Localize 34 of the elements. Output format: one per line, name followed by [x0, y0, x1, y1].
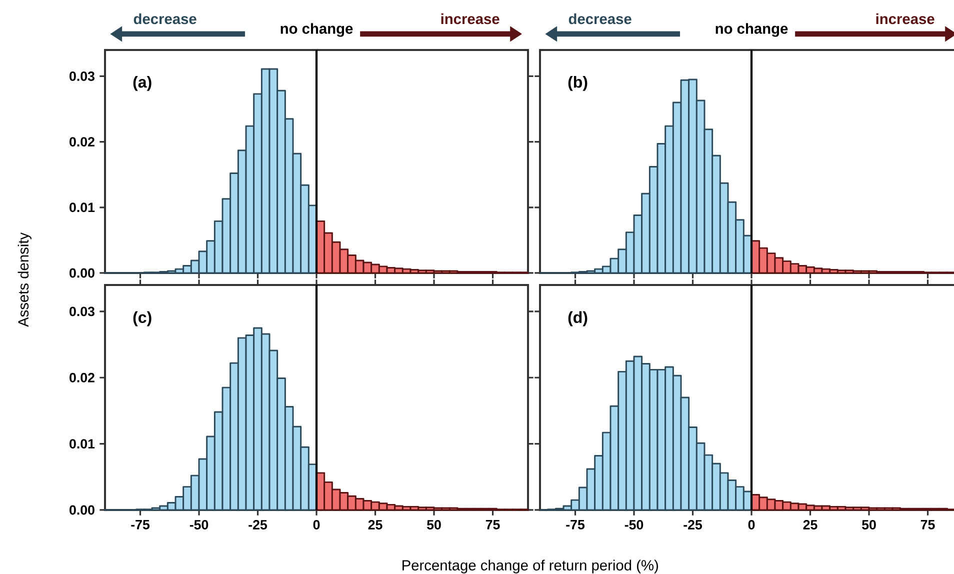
- x-tick-label: 25: [368, 520, 382, 530]
- y-axis-title: Assets density: [18, 232, 32, 327]
- x-tick-label: -25: [684, 520, 702, 530]
- x-tick-label: -50: [624, 520, 644, 530]
- x-tick-label: 75: [920, 520, 935, 530]
- y-tick-label: 0.01: [70, 202, 95, 212]
- text: (b): [568, 76, 588, 91]
- x-tick-label: -25: [248, 520, 268, 530]
- x-tick-label: -75: [566, 520, 585, 530]
- y-tick-label: 0.03: [70, 72, 94, 81]
- y-tick-label: 0.00: [70, 505, 94, 515]
- x-tick-label: 25: [803, 520, 818, 530]
- x-tick-label: 0: [313, 520, 320, 530]
- text: no change: [716, 23, 788, 37]
- y-tick-label: 0.03: [70, 306, 94, 316]
- text: increase: [441, 13, 500, 24]
- x-tick-label: 50: [427, 520, 441, 530]
- text: decrease: [134, 13, 196, 24]
- text: (a): [133, 76, 152, 91]
- x-tick-label: 50: [862, 520, 876, 530]
- text: decrease: [568, 13, 632, 24]
- text: (c): [133, 311, 152, 326]
- text: no change: [280, 23, 353, 37]
- x-tick-label: -50: [190, 520, 208, 530]
- y-tick-label: 0.01: [70, 439, 95, 449]
- y-tick-label: 0.00: [70, 268, 94, 278]
- x-tick-label: 0: [748, 520, 755, 530]
- x-tick-label: 75: [486, 520, 500, 530]
- y-tick-label: 0.02: [70, 137, 94, 147]
- text: (d): [568, 311, 588, 326]
- x-axis-title: Percentage change of return period (%): [402, 560, 658, 574]
- y-tick-label: 0.02: [70, 372, 94, 382]
- x-tick-label: -75: [131, 520, 150, 530]
- text: increase: [876, 13, 934, 24]
